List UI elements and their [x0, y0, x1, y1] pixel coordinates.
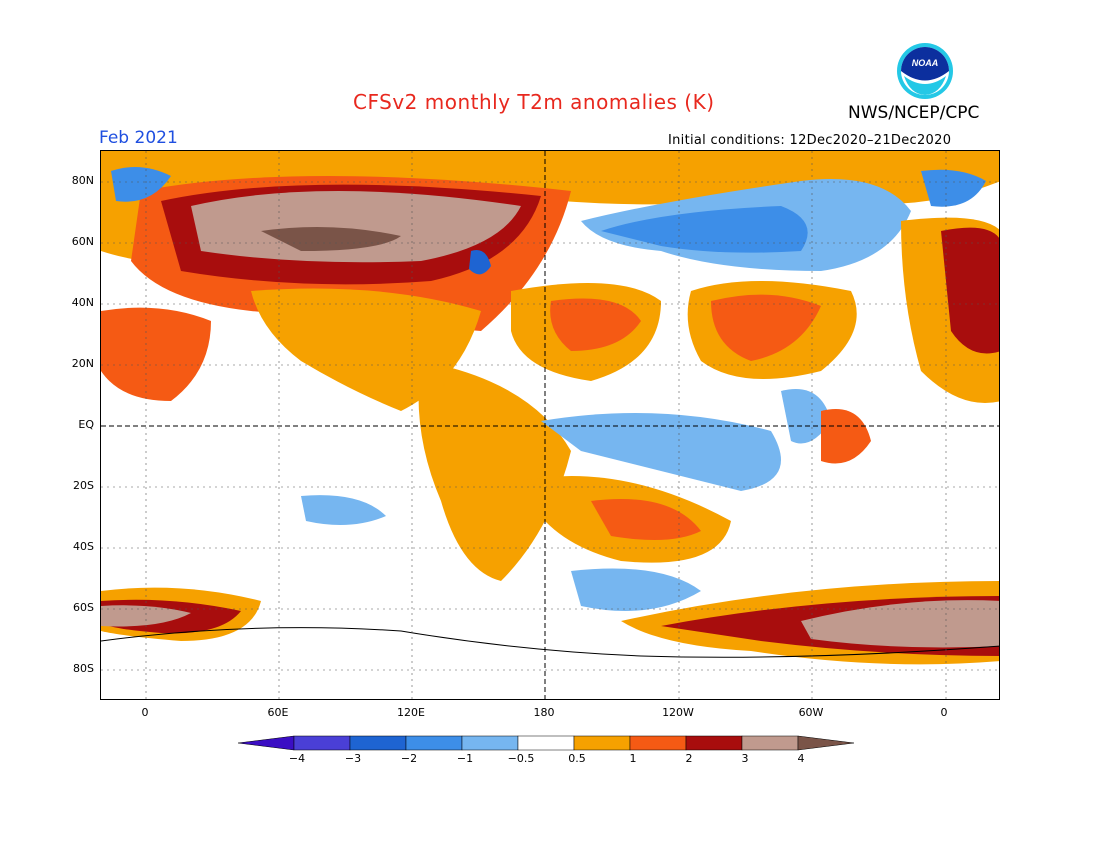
pacific-hot: [550, 298, 641, 351]
lon-label-0: 0: [141, 706, 149, 719]
lon-label-180: 180: [533, 706, 555, 719]
colorbar-box: [741, 735, 799, 751]
north-africa-warm: [101, 307, 211, 401]
lat-label-40s: 40S: [73, 540, 94, 553]
southern-ocean-cold: [571, 568, 701, 611]
colorbar-box: [405, 735, 463, 751]
europe-hot-right: [941, 227, 999, 354]
lat-label-20s: 20S: [73, 479, 94, 492]
anomaly-map: [100, 150, 1000, 700]
colorbar-box: [461, 735, 519, 751]
southern-band-west-core: [101, 605, 191, 627]
colorbar-arrow-high: [797, 735, 855, 751]
lat-label-60s: 60S: [73, 601, 94, 614]
agency-label: NWS/NCEP/CPC: [848, 103, 980, 123]
chart-title: CFSv2 monthly T2m anomalies (K): [353, 90, 715, 114]
lon-label-120e: 120E: [397, 706, 425, 719]
colorbar-box: [517, 735, 575, 751]
lon-label-0-east: 0: [940, 706, 948, 719]
colorbar-box: [349, 735, 407, 751]
lat-label-eq: EQ: [78, 418, 94, 431]
colorbar-label: 1: [629, 752, 637, 765]
colorbar-arrow-low: [238, 735, 295, 751]
west-pacific-warm: [418, 361, 571, 581]
colorbar-box: [293, 735, 351, 751]
lon-label-60w: 60W: [798, 706, 824, 719]
siberia-core: [261, 227, 401, 251]
siberia-extreme: [191, 191, 521, 263]
lat-label-60n: 60N: [71, 235, 94, 248]
canada-cold: [601, 206, 808, 253]
colorbar-label: −4: [288, 752, 306, 765]
colorbar-box: [573, 735, 631, 751]
colorbar-label: −1: [456, 752, 474, 765]
us-hot: [711, 294, 821, 361]
colorbar-label: −0.5: [507, 752, 535, 765]
colorbar-box: [629, 735, 687, 751]
la-nina-cold: [541, 413, 781, 491]
arctic-cold-west: [111, 167, 171, 202]
lat-label-80s: 80S: [73, 662, 94, 675]
noaa-logo-text: NOAA: [912, 58, 939, 68]
antarctica-coast: [101, 627, 999, 658]
colorbar-box: [685, 735, 743, 751]
indian-ocean-cold: [301, 495, 386, 525]
lon-label-120w: 120W: [662, 706, 694, 719]
lat-label-40n: 40N: [71, 296, 94, 309]
noaa-logo: NOAA: [897, 43, 953, 99]
colorbar-label: −3: [344, 752, 362, 765]
graticule: [101, 151, 999, 699]
colorbar-label: 4: [797, 752, 805, 765]
lat-label-80n: 80N: [71, 174, 94, 187]
initial-conditions-label: Initial conditions: 12Dec2020–21Dec2020: [668, 133, 952, 148]
colorbar-label: 0.5: [568, 752, 586, 765]
colorbar-label: 2: [685, 752, 693, 765]
south-america-cold: [781, 389, 831, 444]
lat-label-20n: 20N: [71, 357, 94, 370]
colorbar-label: −2: [400, 752, 418, 765]
south-pacific-hot: [591, 499, 701, 540]
brazil-warm: [821, 409, 871, 464]
kamchatka-cold: [469, 250, 491, 275]
southern-band-east-core: [801, 600, 999, 648]
colorbar: [238, 735, 855, 751]
arctic-cold-east: [921, 169, 986, 207]
anomaly-field: [101, 151, 999, 699]
colorbar-label: 3: [741, 752, 749, 765]
lon-label-60e: 60E: [267, 706, 289, 719]
valid-month-label: Feb 2021: [99, 128, 178, 148]
